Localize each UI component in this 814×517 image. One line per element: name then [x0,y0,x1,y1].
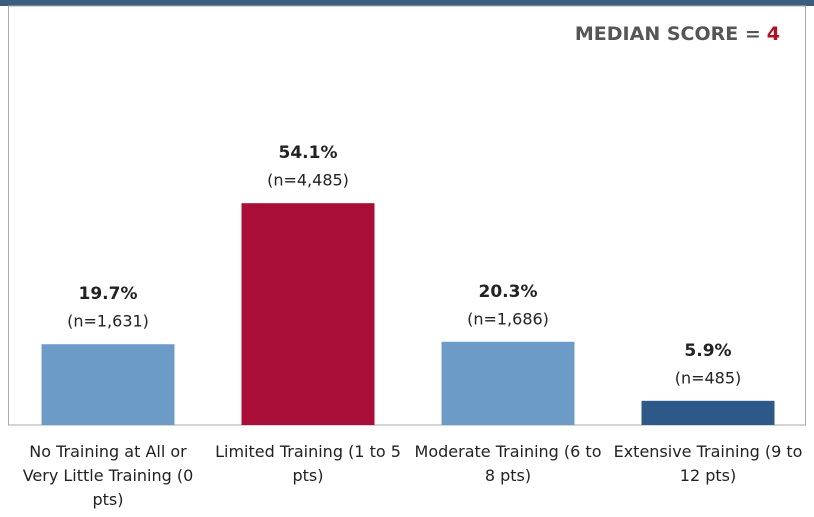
annotation-text: MEDIAN SCORE = [575,23,761,45]
x-tick-label: Limited Training (1 to 5 pts) [215,442,401,485]
count-label: (n=4,485) [267,171,349,190]
annotation-value: 4 [767,23,780,45]
value-label: 5.9% [684,341,731,361]
bar [641,400,775,425]
bar [441,341,575,425]
annotation: MEDIAN SCORE = 4 [575,23,780,45]
count-label: (n=1,631) [67,312,149,331]
top-band [0,0,814,6]
value-label: 20.3% [479,282,538,302]
count-label: (n=1,686) [467,309,549,328]
count-label: (n=485) [675,368,742,387]
plot-frame [8,5,806,426]
x-tick-label: Moderate Training (6 to 8 pts) [415,442,602,485]
value-label: 19.7% [79,284,138,304]
x-tick-label: Extensive Training (9 to 12 pts) [614,442,803,485]
x-tick-label: No Training at All or Very Little Trainin… [23,442,194,509]
bar [241,203,375,425]
bar [41,344,175,425]
value-label: 54.1% [279,143,338,163]
